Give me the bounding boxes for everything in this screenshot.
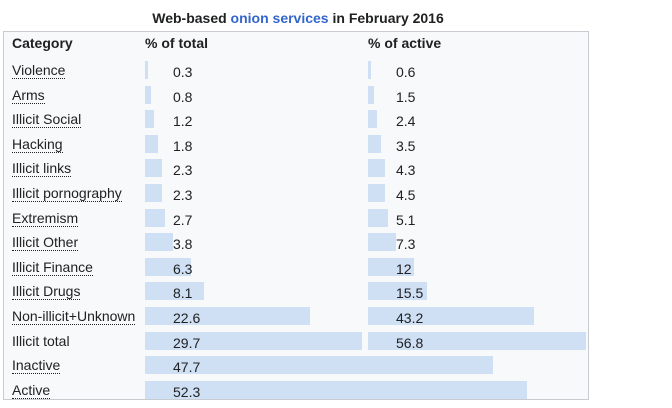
category-label[interactable]: Inactive — [12, 357, 61, 374]
category-label[interactable]: Non-illicit+Unknown — [12, 308, 136, 325]
active-value: 15.5 — [396, 285, 424, 301]
category-cell[interactable]: Inactive — [12, 356, 61, 374]
caption-prefix: Web-based — [152, 10, 231, 26]
category-label[interactable]: Illicit Other — [12, 234, 79, 251]
active-value: 0.6 — [396, 64, 416, 80]
active-bar — [368, 135, 382, 153]
total-value: 0.8 — [173, 89, 193, 105]
active-bar — [368, 86, 374, 104]
category-cell[interactable]: Violence — [12, 61, 66, 79]
total-value: 22.6 — [173, 310, 201, 326]
total-value: 1.8 — [173, 138, 193, 154]
total-bar — [145, 307, 311, 325]
category-cell[interactable]: Illicit links — [12, 159, 72, 177]
active-bar — [368, 258, 415, 276]
category-label[interactable]: Hacking — [12, 136, 63, 153]
category-cell: Illicit total — [12, 332, 70, 350]
header-pct-active: % of active — [368, 35, 442, 51]
category-cell[interactable]: Non-illicit+Unknown — [12, 307, 136, 325]
category-cell[interactable]: Illicit Drugs — [12, 282, 81, 300]
active-bar — [368, 61, 371, 79]
total-bar — [145, 356, 494, 374]
total-bar — [145, 184, 162, 202]
active-bar — [368, 307, 534, 325]
total-value: 3.8 — [173, 236, 193, 252]
total-value: 29.7 — [173, 335, 201, 351]
total-bar — [145, 332, 362, 350]
category-cell[interactable]: Illicit Finance — [12, 258, 93, 276]
active-bar — [368, 209, 388, 227]
table-caption: Web-based onion services in February 201… — [0, 9, 596, 27]
category-label: Illicit total — [12, 333, 70, 349]
total-value: 2.7 — [173, 212, 193, 228]
total-value: 47.7 — [173, 359, 201, 375]
active-bar — [368, 110, 378, 128]
active-value: 12 — [396, 261, 412, 277]
active-bar — [368, 184, 386, 202]
category-label[interactable]: Illicit pornography — [12, 185, 122, 202]
active-bar — [368, 282, 428, 300]
active-bar — [368, 332, 586, 350]
caption-suffix: in February 2016 — [328, 10, 444, 26]
total-bar — [145, 233, 173, 251]
category-label[interactable]: Illicit links — [12, 160, 72, 177]
category-cell[interactable]: Illicit Social — [12, 110, 82, 128]
total-bar — [145, 159, 162, 177]
total-value: 0.3 — [173, 64, 193, 80]
total-value: 52.3 — [173, 384, 201, 400]
active-value: 56.8 — [396, 335, 424, 351]
total-bar — [145, 282, 205, 300]
active-value: 4.5 — [396, 187, 416, 203]
category-cell[interactable]: Active — [12, 381, 51, 399]
total-bar — [145, 61, 148, 79]
category-label[interactable]: Illicit Social — [12, 111, 82, 128]
active-value: 3.5 — [396, 138, 416, 154]
category-cell[interactable]: Hacking — [12, 135, 63, 153]
category-label[interactable]: Active — [12, 382, 51, 399]
category-label[interactable]: Illicit Finance — [12, 259, 93, 276]
active-value: 5.1 — [396, 212, 416, 228]
total-value: 6.3 — [173, 261, 193, 277]
category-label[interactable]: Illicit Drugs — [12, 283, 81, 300]
active-value: 7.3 — [396, 236, 416, 252]
category-label[interactable]: Arms — [12, 87, 45, 104]
total-bar — [145, 86, 151, 104]
total-value: 1.2 — [173, 113, 193, 129]
header-category: Category — [12, 35, 73, 51]
total-bar — [145, 110, 154, 128]
active-bar — [368, 159, 385, 177]
total-bar — [145, 209, 165, 227]
category-cell[interactable]: Illicit pornography — [12, 184, 122, 202]
total-bar — [145, 258, 191, 276]
header-pct-total: % of total — [145, 35, 208, 51]
category-label[interactable]: Violence — [12, 62, 66, 79]
category-cell[interactable]: Illicit Other — [12, 233, 79, 251]
active-value: 2.4 — [396, 113, 416, 129]
active-bar — [368, 233, 397, 251]
active-value: 4.3 — [396, 162, 416, 178]
category-cell[interactable]: Extremism — [12, 209, 79, 227]
category-label[interactable]: Extremism — [12, 210, 79, 227]
onion-services-link[interactable]: onion services — [230, 10, 329, 26]
page-margin — [664, 0, 672, 408]
total-value: 2.3 — [173, 162, 193, 178]
category-cell[interactable]: Arms — [12, 86, 45, 104]
active-value: 1.5 — [396, 89, 416, 105]
total-bar — [145, 135, 159, 153]
active-value: 43.2 — [396, 310, 424, 326]
total-value: 8.1 — [173, 285, 193, 301]
total-value: 2.3 — [173, 187, 193, 203]
total-bar — [145, 381, 527, 399]
